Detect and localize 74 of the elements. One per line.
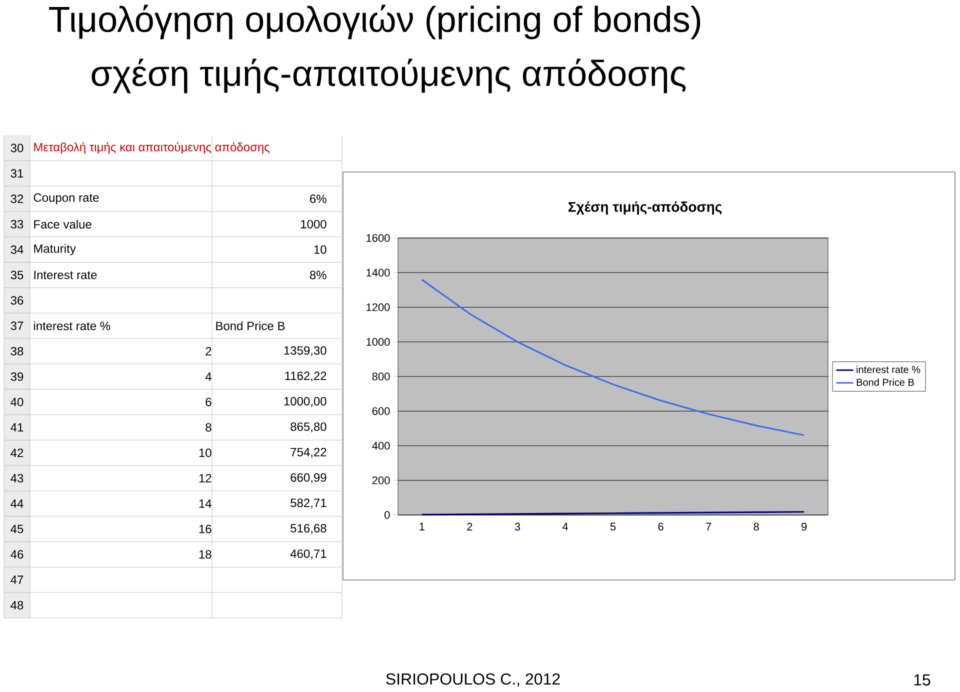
chart-subtitle: σχέση τιμής-απαιτούμενης απόδοσης <box>92 58 686 94</box>
text: 865,80 <box>290 422 326 432</box>
text: 516,68 <box>290 524 326 534</box>
chart-title: Τιμολόγηση ομολογιών (pricing of bonds) <box>49 4 700 40</box>
text: Σχέση τιμής-απόδοσης <box>568 201 722 215</box>
text: 16 <box>199 524 212 534</box>
text: 40 <box>10 398 24 406</box>
text: 582,71 <box>290 498 326 509</box>
y-tick-label: 800 <box>372 372 390 380</box>
text: 43 <box>10 474 24 482</box>
y-tick-label: 200 <box>372 476 390 484</box>
text: Interest rate <box>34 270 97 280</box>
text: 39 <box>10 372 24 381</box>
text: 460,71 <box>290 549 326 560</box>
text: 1000,00 <box>284 397 326 407</box>
text: 10 <box>314 245 326 254</box>
text: Face value <box>34 220 92 229</box>
text: 754,22 <box>290 448 326 458</box>
text: 30 <box>10 144 24 152</box>
y-tick-label: 1200 <box>366 303 390 312</box>
text: 4 <box>205 372 212 381</box>
text: 34 <box>10 245 24 254</box>
y-tick-label: 1000 <box>366 338 390 346</box>
x-tick-label: 6 <box>658 522 664 531</box>
text: 8 <box>206 423 212 432</box>
text: 31 <box>10 169 24 178</box>
text: 660,99 <box>290 473 326 484</box>
text: 8% <box>310 270 326 280</box>
text: 1000 <box>301 220 326 228</box>
text: 41 <box>10 423 24 432</box>
x-tick-label: 8 <box>754 522 759 531</box>
text: 44 <box>10 499 24 508</box>
x-tick-label: 2 <box>467 522 472 530</box>
text: 10 <box>199 448 212 458</box>
text: 45 <box>10 524 24 534</box>
x-tick-label: 9 <box>802 522 807 531</box>
x-tick-label: 1 <box>420 522 424 530</box>
text: 42 <box>10 448 24 457</box>
x-tick-label: 7 <box>706 522 712 530</box>
text: SIRIOPOULOS C., 2012 <box>386 673 560 687</box>
text: Coupon rate <box>34 193 99 204</box>
text: 46 <box>10 550 24 559</box>
text: 37 <box>10 322 24 330</box>
text: 18 <box>199 550 212 559</box>
x-tick-label: 4 <box>562 522 568 530</box>
text: 12 <box>199 474 212 482</box>
legend-label: Bond Price B <box>856 378 914 386</box>
legend-label: interest rate % <box>856 366 920 374</box>
text: 36 <box>10 296 24 305</box>
x-tick-label: 5 <box>610 522 616 530</box>
text: 48 <box>10 600 24 610</box>
text: Μεταβολή τιμής και απαιτούμενης απόδοσης <box>34 142 270 154</box>
text: 2 <box>206 347 212 356</box>
text: 33 <box>10 220 24 228</box>
text: 15 <box>914 674 930 686</box>
y-tick-label: 0 <box>384 511 390 519</box>
text: 6 <box>206 398 212 406</box>
text: 1162,22 <box>285 372 326 382</box>
text: 1359,30 <box>284 346 326 356</box>
text: 14 <box>199 499 212 508</box>
text: 38 <box>10 346 24 356</box>
text: 32 <box>10 194 24 204</box>
text: 47 <box>10 576 24 584</box>
x-tick-label: 3 <box>514 522 520 531</box>
text: 35 <box>10 270 24 280</box>
y-tick-label: 600 <box>372 407 390 416</box>
y-tick-label: 1400 <box>366 268 390 277</box>
text: Maturity <box>34 244 76 256</box>
y-tick-label: 1600 <box>366 234 390 242</box>
line-series <box>421 278 805 436</box>
text: Bond Price B <box>216 321 285 330</box>
text: 6% <box>310 194 326 204</box>
y-tick-label: 400 <box>372 442 390 450</box>
text: interest rate % <box>34 321 110 330</box>
